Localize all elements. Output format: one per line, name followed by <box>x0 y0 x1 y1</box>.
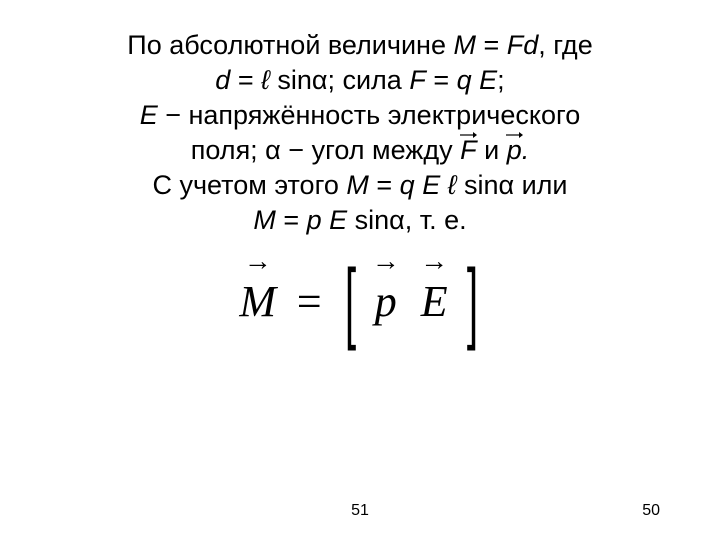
t-sina3: sinα, т. е. <box>347 205 467 235</box>
t-q1: q <box>457 65 472 95</box>
t-l1a: По абсолютной величине <box>127 30 453 60</box>
t-M1: M <box>453 30 476 60</box>
t-E1: E <box>479 65 497 95</box>
vec-F-inline: F <box>460 133 477 168</box>
line-3: E − напряжённость электрического <box>36 98 684 133</box>
vec-E: → E <box>413 276 456 327</box>
vec-M: → M <box>235 276 280 327</box>
page-number-center: 51 <box>351 502 369 520</box>
eq-E: E <box>421 277 448 326</box>
t-sina1: sinα; сила <box>270 65 409 95</box>
t-d2: d <box>215 65 230 95</box>
arrow-icon <box>505 131 523 139</box>
body-text: По абсолютной величине M = Fd, где d = ℓ… <box>0 28 720 239</box>
right-bracket: ] <box>467 275 478 329</box>
t-sp4 <box>322 205 330 235</box>
t-E2: E <box>140 100 158 130</box>
arrow-icon <box>459 131 477 139</box>
vec-pair: → p → E <box>363 276 460 327</box>
line-5: С учетом этого M = q E ℓ sinα или <box>36 168 684 203</box>
t-M2: M <box>346 170 369 200</box>
eq-M: M <box>239 277 276 326</box>
vec-p-inline: p <box>507 133 522 168</box>
t-E3: E <box>422 170 440 200</box>
t-F1: F <box>507 30 524 60</box>
line-2: d = ℓ sinα; сила F = q E; <box>36 63 684 98</box>
t-eq3: = <box>426 65 457 95</box>
t-l3: − напряжённость электрического <box>158 100 581 130</box>
eq-equals: = <box>294 276 324 327</box>
left-bracket: [ <box>345 275 356 329</box>
eq-p: p <box>375 277 397 326</box>
t-q2: q <box>400 170 415 200</box>
t-sp3 <box>440 170 448 200</box>
arrow-icon: → <box>372 246 400 278</box>
arrow-icon: → <box>420 246 448 278</box>
t-l4a: поля; α − угол между <box>191 135 460 165</box>
line-6: M = p E sinα, т. е. <box>36 203 684 238</box>
line-4: поля; α − угол между F и p. <box>36 133 684 168</box>
t-l5a: С учетом этого <box>152 170 346 200</box>
t-l1b: , где <box>538 30 592 60</box>
t-eq2: = <box>230 65 261 95</box>
line-1: По абсолютной величине M = Fd, где <box>36 28 684 63</box>
equation-inner: → M = [ → p → E ] <box>235 275 484 329</box>
page-number-right: 50 <box>642 502 660 520</box>
t-eq5: = <box>276 205 307 235</box>
t-pvec: p <box>507 135 522 165</box>
vec-p: → p <box>367 276 405 327</box>
t-sina2: sinα или <box>456 170 567 200</box>
t-eq4: = <box>369 170 400 200</box>
t-F2: F <box>409 65 426 95</box>
t-eq1: = <box>476 30 507 60</box>
t-semi: ; <box>497 65 505 95</box>
t-d1: d <box>523 30 538 60</box>
t-dot1: . <box>522 135 530 165</box>
t-Fvec: F <box>460 135 477 165</box>
t-E4: E <box>329 205 347 235</box>
t-M3: M <box>253 205 276 235</box>
t-ell: ℓ <box>261 65 270 95</box>
arrow-icon: → <box>244 246 272 278</box>
t-p2: p <box>307 205 322 235</box>
bracket-group: [ → p → E ] <box>338 275 485 329</box>
main-equation: → M = [ → p → E ] <box>0 275 720 329</box>
t-and: и <box>477 135 507 165</box>
